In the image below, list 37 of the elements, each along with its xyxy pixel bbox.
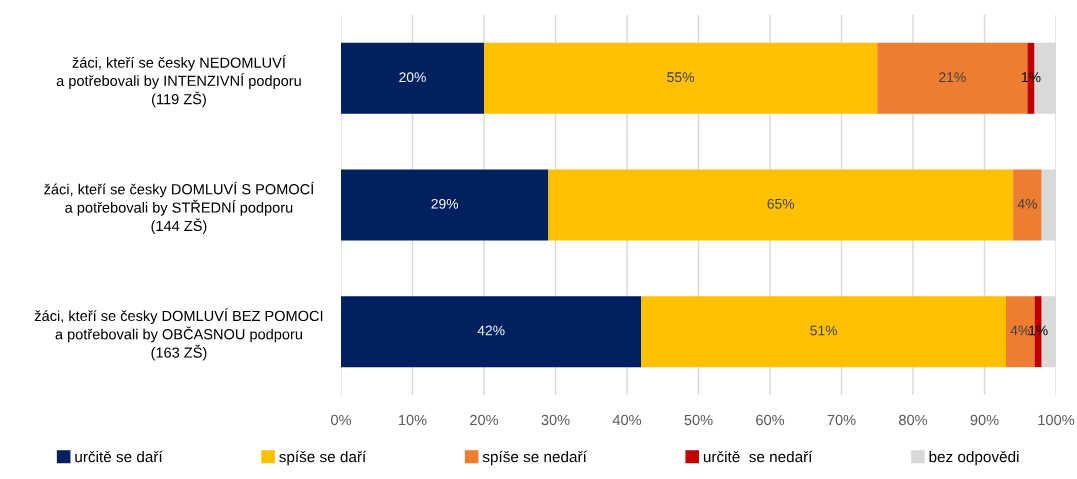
data-label: 4% bbox=[1017, 198, 1037, 209]
bar bbox=[341, 42, 484, 114]
data-label: 51% bbox=[810, 325, 838, 336]
x-tick-label: 10% bbox=[399, 414, 427, 426]
data-label: 42% bbox=[477, 325, 505, 336]
data-label: 65% bbox=[767, 198, 795, 209]
x-tick-label: 30% bbox=[541, 414, 570, 426]
legend-label: bez odpovědi bbox=[929, 450, 1019, 466]
legend-label: spíše se daří bbox=[279, 450, 367, 466]
bar bbox=[484, 42, 878, 114]
bar bbox=[1013, 169, 1042, 241]
data-label: 55% bbox=[667, 72, 695, 83]
bar bbox=[548, 169, 1014, 241]
bar bbox=[641, 296, 1006, 368]
x-tick-label: 100% bbox=[1038, 414, 1075, 426]
legend-label: určitě se daří bbox=[75, 450, 163, 463]
x-tick-label: 40% bbox=[612, 414, 642, 426]
x-tick-label: 50% bbox=[684, 414, 713, 426]
data-label: 20% bbox=[399, 72, 426, 83]
x-tick-label: 90% bbox=[970, 414, 999, 426]
x-tick-label: 70% bbox=[827, 414, 856, 426]
y-tick-label: žáci, kteří se česky DOMLUVÍ S POMOCÍ a potřebovali by STŘEDNÍ podporu (144 ZŠ) bbox=[44, 181, 315, 234]
legend-label: určitě se nedaří bbox=[703, 450, 813, 463]
data-label: 1% bbox=[1029, 325, 1048, 336]
data-label: 21% bbox=[939, 72, 966, 83]
x-tick-label: 60% bbox=[756, 414, 785, 426]
y-tick-label: žáci, kteří se česky DOMLUVÍ BEZ POMOCI a potřebovali by OBČASNOU podporu (163 ZŠ) bbox=[34, 308, 323, 361]
x-tick-label: 0% bbox=[331, 414, 352, 426]
data-label: 29% bbox=[431, 198, 459, 209]
y-tick-label: žáci, kteří se česky NEDOMLUVÍ a potřebovali by INTENZIVNÍ podporu (119 ZŠ) bbox=[56, 55, 301, 108]
legend-label: spíše se nedaří bbox=[482, 450, 587, 466]
bar bbox=[341, 169, 549, 241]
data-label: 1% bbox=[1022, 72, 1041, 83]
bar bbox=[341, 296, 642, 368]
x-tick-label: 20% bbox=[470, 414, 499, 426]
x-tick-label: 80% bbox=[899, 414, 928, 426]
data-label: 4% bbox=[1010, 325, 1030, 336]
